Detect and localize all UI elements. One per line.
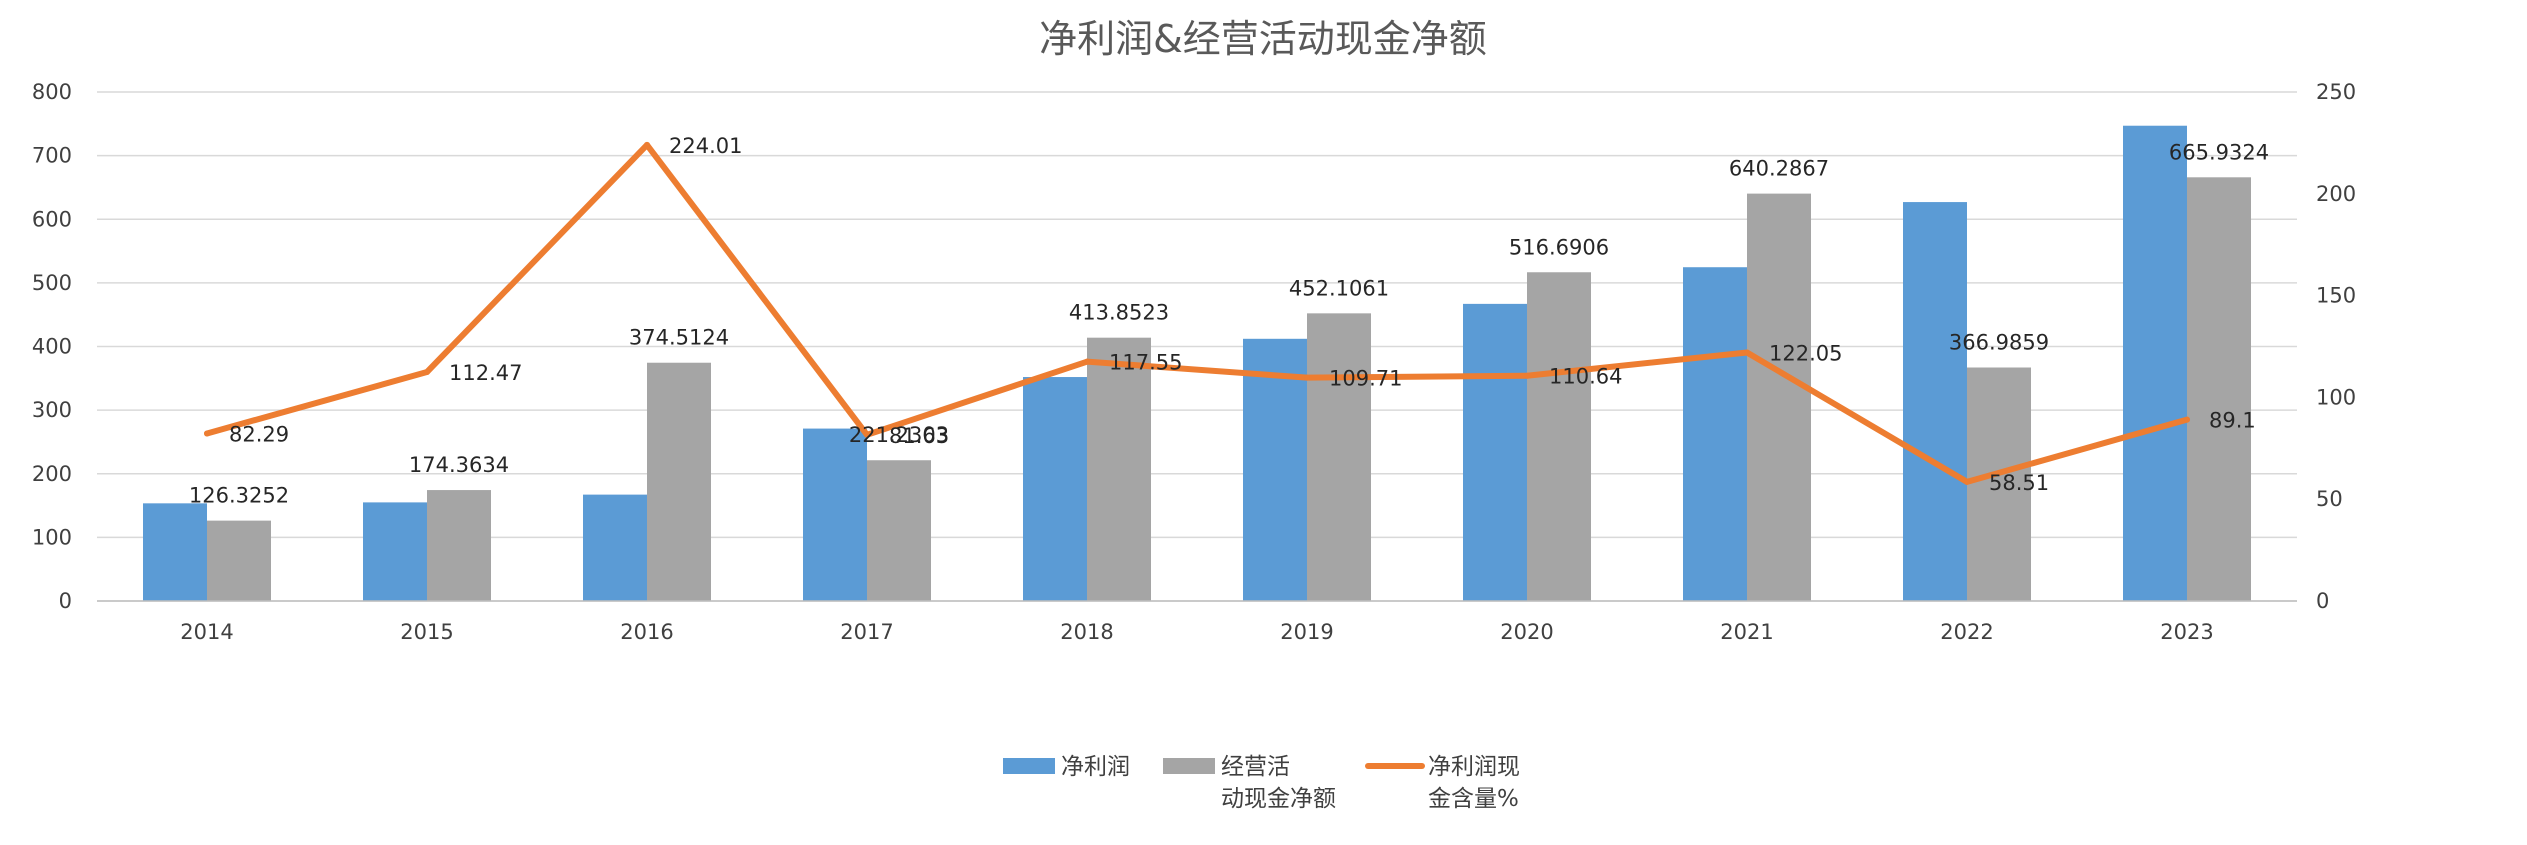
y-left-tick-label: 0 <box>59 589 72 613</box>
legend-swatch-operating-cash <box>1163 758 1215 774</box>
y-left-tick-label: 500 <box>32 271 72 295</box>
y-left-tick-label: 100 <box>32 525 72 549</box>
line-data-label: 110.64 <box>1549 365 1622 389</box>
bar-data-label: 126.3252 <box>189 484 289 508</box>
x-tick-label: 2022 <box>1940 620 1993 644</box>
bar-operating-cash <box>647 362 711 601</box>
line-point <box>1744 349 1750 356</box>
y-right-tick-label: 150 <box>2316 284 2356 308</box>
bar-data-label: 366.9859 <box>1949 331 2049 355</box>
x-tick-label: 2014 <box>180 620 233 644</box>
y-right-tick-label: 250 <box>2316 80 2356 104</box>
bar-net-profit <box>583 494 647 601</box>
line-point <box>1304 374 1310 381</box>
line-point <box>1524 372 1530 379</box>
bar-data-label: 413.8523 <box>1069 301 1169 325</box>
line-data-label: 82.29 <box>229 422 289 446</box>
bar-net-profit <box>363 502 427 601</box>
x-tick-label: 2015 <box>400 620 453 644</box>
bar-data-label: 374.5124 <box>629 326 729 350</box>
line-point <box>1084 358 1090 365</box>
legend-label-cash-content-line1: 净利润现 <box>1428 754 1520 780</box>
axes: 0 100 200 300 400 500 600 700 800 0 50 100 150 200 250… <box>32 80 2356 644</box>
line-data-label: 224.01 <box>669 134 742 158</box>
y-left-tick-label: 300 <box>32 398 72 422</box>
line-data-label: 58.51 <box>1989 471 2049 495</box>
y-right-tick-label: 100 <box>2316 385 2356 409</box>
data-labels: 126.3252 174.3634 374.5124 221.2303 413.8523… <box>189 134 2269 508</box>
bar-operating-cash <box>1527 272 1591 601</box>
line-point <box>1964 478 1970 485</box>
legend-swatch-net-profit <box>1003 758 1055 774</box>
bar-data-label: 452.1061 <box>1289 276 1389 300</box>
x-tick-label: 2019 <box>1280 620 1333 644</box>
x-tick-label: 2018 <box>1060 620 1113 644</box>
y-right-tick-label: 200 <box>2316 182 2356 206</box>
line-point <box>2184 416 2190 423</box>
bar-net-profit <box>803 428 867 601</box>
bar-operating-cash <box>207 520 271 601</box>
x-tick-label: 2020 <box>1500 620 1553 644</box>
bar-net-profit <box>1463 303 1527 601</box>
bar-data-label: 640.2867 <box>1729 157 1829 181</box>
bar-operating-cash <box>1967 367 2031 601</box>
bar-net-profit <box>1903 202 1967 602</box>
y-left-tick-label: 700 <box>32 144 72 168</box>
line-data-label: 89.1 <box>2209 409 2256 433</box>
bars <box>143 125 2251 602</box>
bar-operating-cash <box>2187 177 2251 601</box>
legend-label-operating-cash-line1: 经营活 <box>1221 754 1290 780</box>
bar-data-label: 516.6906 <box>1509 235 1609 259</box>
y-right-tick-label: 0 <box>2316 589 2329 613</box>
y-left-tick-label: 600 <box>32 207 72 231</box>
cash-content-line <box>204 141 2190 485</box>
x-tick-label: 2023 <box>2160 620 2213 644</box>
bar-operating-cash <box>867 460 931 601</box>
y-left-tick-label: 200 <box>32 462 72 486</box>
bar-operating-cash <box>1087 337 1151 601</box>
line-series <box>204 141 2190 485</box>
bar-net-profit <box>1683 267 1747 601</box>
legend-label-net-profit: 净利润 <box>1061 754 1130 780</box>
chart-title: 净利润&经营活动现金净额 <box>1039 17 1487 61</box>
bar-net-profit <box>1243 338 1307 601</box>
line-data-label: 117.55 <box>1109 351 1182 375</box>
line-point <box>864 431 870 438</box>
legend-label-operating-cash-line2: 动现金净额 <box>1221 786 1336 812</box>
line-data-label: 112.47 <box>449 361 522 385</box>
x-tick-label: 2021 <box>1720 620 1773 644</box>
bar-net-profit <box>2123 125 2187 601</box>
line-data-label: 122.05 <box>1769 342 1842 366</box>
y-right-tick-label: 50 <box>2316 487 2343 511</box>
bar-net-profit <box>1023 377 1087 601</box>
bar-data-label: 174.3634 <box>409 453 509 477</box>
line-data-label: 109.71 <box>1329 367 1402 391</box>
bar-operating-cash <box>427 490 491 601</box>
line-point <box>204 430 210 437</box>
legend-label-cash-content-line2: 金含量% <box>1428 786 1519 812</box>
bar-data-label: 665.9324 <box>2169 140 2269 164</box>
x-tick-label: 2016 <box>620 620 673 644</box>
bar-net-profit <box>143 503 207 601</box>
line-point <box>644 141 650 148</box>
y-left-tick-label: 800 <box>32 80 72 104</box>
y-left-tick-label: 400 <box>32 335 72 359</box>
x-tick-label: 2017 <box>840 620 893 644</box>
bar-operating-cash <box>1747 193 1811 601</box>
line-point <box>424 369 430 376</box>
bar-operating-cash <box>1307 313 1371 601</box>
bar-data-label: 221.2303 <box>849 423 949 447</box>
line-data-label: 81.63 <box>889 424 949 448</box>
